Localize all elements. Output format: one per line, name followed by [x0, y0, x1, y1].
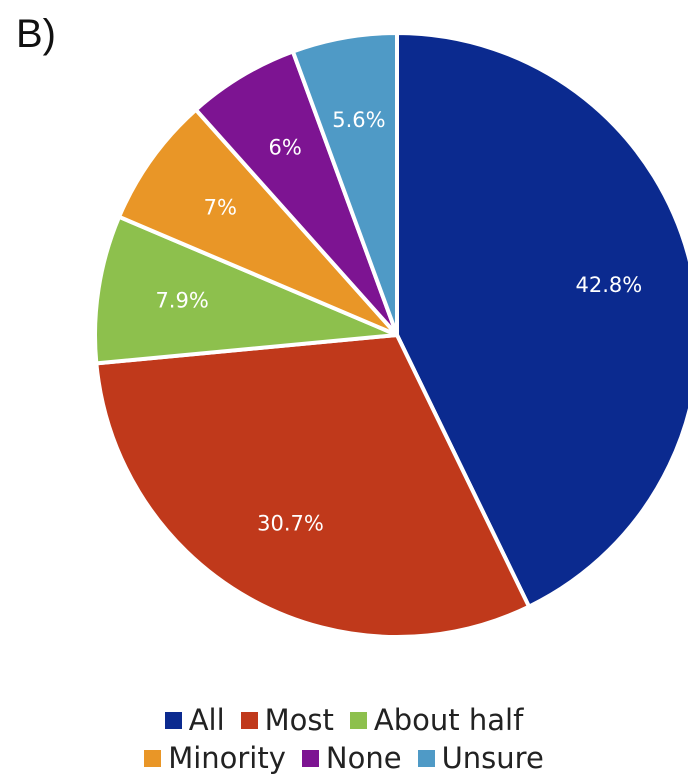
legend-label-none: None	[325, 741, 402, 775]
legend-label-about-half: About half	[373, 703, 524, 737]
pie-label-most: 30.7%	[257, 512, 324, 536]
panel-label: B)	[16, 12, 56, 56]
legend-item-about-half: About half	[349, 703, 524, 737]
pie-slice-unsure	[290, 31, 399, 337]
pie-labels: 42.8% 30.7% 7.9% 7% 6% 5.6%	[155, 108, 642, 536]
pie-slice-minority	[117, 107, 399, 337]
pie-slices	[93, 31, 688, 639]
pie-slice-about-half	[93, 214, 399, 366]
legend-swatch-unsure	[417, 749, 435, 767]
pie-label-unsure: 5.6%	[332, 108, 385, 132]
pie-label-about-half: 7.9%	[155, 289, 208, 313]
legend-item-unsure: Unsure	[417, 741, 544, 775]
legend-label-all: All	[188, 703, 225, 737]
legend-item-most: Most	[240, 703, 334, 737]
legend-label-minority: Minority	[168, 741, 286, 775]
legend-row-2: Minority None Unsure	[0, 741, 688, 775]
legend-swatch-most	[240, 711, 258, 729]
legend-swatch-about-half	[349, 711, 367, 729]
legend-item-minority: Minority	[144, 741, 286, 775]
legend-swatch-minority	[144, 749, 162, 767]
pie-chart: 42.8% 30.7% 7.9% 7% 6% 5.6%	[93, 31, 688, 639]
legend-swatch-all	[164, 711, 182, 729]
legend-item-none: None	[301, 741, 402, 775]
pie-label-minority: 7%	[204, 195, 237, 219]
legend-item-all: All	[164, 703, 225, 737]
pie-slice-most	[94, 333, 532, 639]
legend-row-1: All Most About half	[0, 703, 688, 737]
legend-label-most: Most	[264, 703, 334, 737]
pie-label-all: 42.8%	[576, 273, 643, 297]
legend-swatch-none	[301, 749, 319, 767]
pie-slice-all	[395, 31, 688, 609]
legend-label-unsure: Unsure	[441, 741, 544, 775]
pie-label-none: 6%	[268, 136, 301, 160]
